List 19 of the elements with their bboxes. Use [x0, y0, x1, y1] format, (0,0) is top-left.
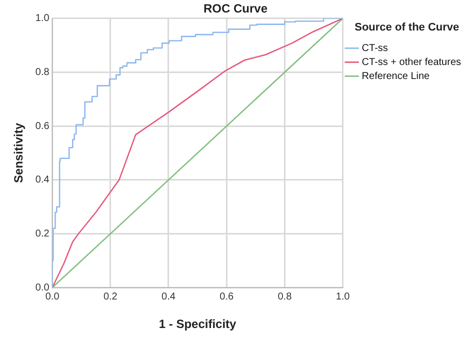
x-tick-label: 0.2	[103, 291, 118, 302]
y-tick-label: 0.6	[35, 120, 50, 132]
x-tick-label: 0.8	[278, 291, 292, 302]
y-tick-label: 0.8	[35, 66, 50, 78]
x-axis-title: 1 - Specificity	[158, 317, 237, 332]
y-tick-label: 0.0	[35, 282, 50, 294]
chart-title: ROC Curve	[203, 2, 268, 16]
legend-label: CT-ss	[362, 42, 388, 54]
legend-title: Source of the Curve	[354, 22, 460, 34]
y-tick-label: 1.0	[35, 13, 50, 24]
legend-label: CT-ss + other features	[362, 56, 462, 68]
x-tick-label: 0.4	[162, 291, 176, 302]
x-tick-label: 1.0	[336, 291, 350, 302]
y-axis-title: Sensitivity	[12, 122, 26, 184]
y-tick-label: 0.2	[35, 228, 50, 240]
legend-label: Reference Line	[362, 70, 430, 82]
x-tick-label: 0.0	[45, 291, 60, 302]
x-tick-label: 0.6	[220, 291, 234, 302]
y-tick-label: 0.4	[35, 174, 50, 186]
